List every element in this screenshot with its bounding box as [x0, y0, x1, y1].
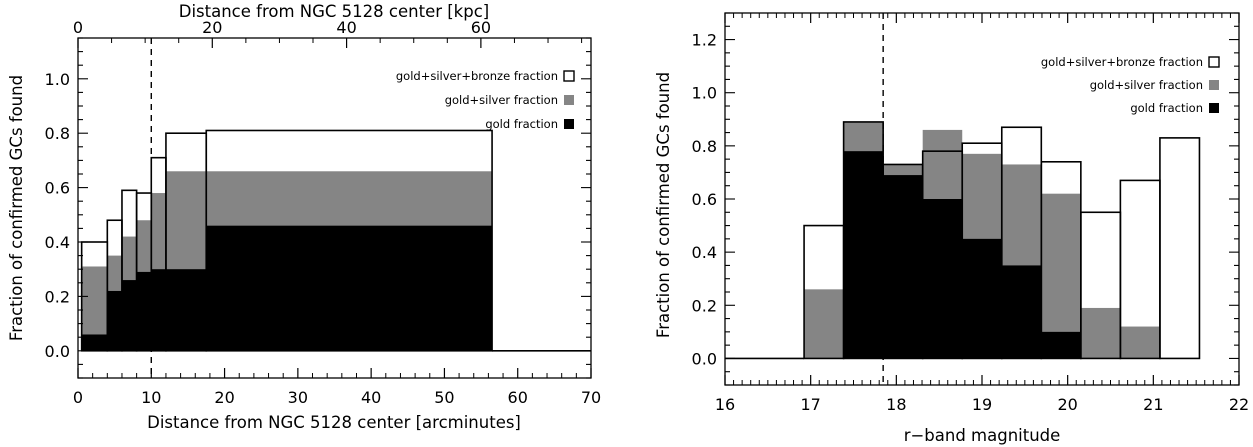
right-gold-bar — [962, 238, 1002, 359]
left-legend-label: gold+silver fraction — [445, 93, 558, 107]
left-x-tick-label: 50 — [434, 388, 454, 407]
left-legend-label: gold fraction — [485, 117, 558, 131]
right-legend-label: gold+silver fraction — [1090, 78, 1203, 92]
right-y-tick-label: 1.0 — [692, 84, 717, 103]
right-gold-bar — [843, 151, 884, 359]
right-y-tick-label: 1.2 — [692, 31, 717, 50]
left-total-bar — [205, 129, 493, 352]
right-legend-swatch — [1209, 103, 1219, 113]
left-panel: 0 10 20 30 40 50 60 70 0 20 40 60 0.0 0.2 0.4 0.6 0.8 1.0… — [7, 2, 601, 432]
left-gold-bar — [206, 225, 493, 351]
right-gold-bar — [922, 199, 963, 359]
left-top-tick-label: 40 — [336, 18, 356, 37]
left-legend-label: gold+silver+bronze fraction — [396, 69, 558, 83]
left-legend-swatch — [563, 70, 575, 82]
left-gold-bar — [121, 280, 137, 351]
left-gold-bar — [165, 269, 207, 351]
left-top-axis-label: Distance from NGC 5128 center [kpc] — [179, 2, 489, 21]
right-gold-silver-bar — [804, 289, 844, 359]
right-x-tick-label: 21 — [1143, 395, 1163, 414]
left-legend-swatch — [564, 95, 574, 105]
left-gold-bar — [151, 269, 166, 351]
left-y-axis-label: Fraction of confirmed GCs found — [7, 75, 26, 341]
left-x-tick-label: 10 — [141, 388, 161, 407]
right-x-tick-label: 22 — [1229, 395, 1249, 414]
left-x-axis-label: Distance from NGC 5128 center [arcminute… — [147, 413, 521, 432]
right-gold-bar — [883, 175, 923, 359]
left-x-tick-label: 40 — [361, 388, 381, 407]
right-x-tick-label: 16 — [715, 395, 735, 414]
left-x-tick-label: 70 — [581, 388, 601, 407]
right-legend-label: gold+silver+bronze fraction — [1041, 55, 1203, 69]
right-legend-label: gold fraction — [1130, 101, 1203, 115]
right-legend-swatch — [1208, 56, 1220, 68]
left-y-tick-label: 0.0 — [45, 342, 70, 361]
right-y-tick-label: 0.6 — [692, 190, 717, 209]
right-y-tick-label: 0.2 — [692, 296, 717, 315]
left-x-tick-label: 30 — [288, 388, 308, 407]
left-y-tick-label: 0.8 — [45, 124, 70, 143]
left-x-tick-label: 20 — [214, 388, 234, 407]
left-gold-bar — [107, 290, 122, 351]
right-y-axis-label: Fraction of confirmed GCs found — [654, 72, 673, 338]
right-gold-silver-bar — [1080, 307, 1121, 359]
right-y-tick-label: 0.0 — [692, 349, 717, 368]
right-x-tick-label: 20 — [1057, 395, 1077, 414]
right-panel: 16 17 18 19 20 21 22 0.0 0.2 0.4 0.6 0.8 1.0 1.2 r−ba… — [654, 12, 1249, 445]
left-plot-frame — [77, 37, 592, 379]
right-legend-swatch — [1209, 80, 1219, 90]
right-gold-silver-bar — [1120, 326, 1160, 359]
right-x-tick-label: 19 — [972, 395, 992, 414]
left-y-tick-label: 0.2 — [45, 287, 70, 306]
right-y-tick-label: 0.4 — [692, 243, 717, 262]
right-y-tick-label: 0.8 — [692, 137, 717, 156]
right-x-axis-label: r−band magnitude — [904, 426, 1061, 445]
left-top-tick-label: 20 — [202, 18, 222, 37]
left-top-tick-label: 0 — [73, 18, 83, 37]
right-gold-silver-bar — [1041, 193, 1081, 359]
left-gold-bar — [81, 334, 108, 351]
left-y-tick-label: 0.4 — [45, 233, 70, 252]
left-gold-bar — [136, 271, 152, 351]
right-total-bar — [1159, 137, 1201, 360]
left-y-tick-label: 1.0 — [45, 70, 70, 89]
right-x-tick-label: 18 — [886, 395, 906, 414]
left-x-tick-label: 0 — [73, 388, 83, 407]
right-gold-bar — [1001, 265, 1042, 359]
left-y-tick-label: 0.6 — [45, 179, 70, 198]
left-legend-swatch — [564, 119, 574, 129]
left-x-tick-label: 60 — [508, 388, 528, 407]
left-top-tick-label: 60 — [471, 18, 491, 37]
right-x-tick-label: 17 — [800, 395, 820, 414]
right-gold-bar — [1041, 331, 1081, 359]
